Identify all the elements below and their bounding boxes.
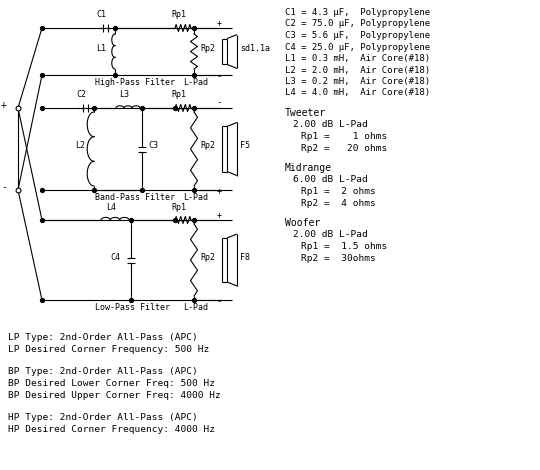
Text: L-Pad: L-Pad	[183, 193, 208, 202]
Text: F5: F5	[240, 141, 250, 150]
Text: -: -	[217, 298, 221, 306]
Text: Midrange: Midrange	[285, 163, 332, 173]
Text: Rp2: Rp2	[200, 44, 215, 53]
Text: Rp1: Rp1	[172, 10, 186, 19]
Text: L3 = 0.2 mH,  Air Core(#18): L3 = 0.2 mH, Air Core(#18)	[285, 77, 430, 86]
Text: F8: F8	[240, 252, 250, 261]
Text: BP Desired Lower Corner Freq: 500 Hz: BP Desired Lower Corner Freq: 500 Hz	[8, 379, 215, 388]
Text: BP Desired Upper Corner Freq: 4000 Hz: BP Desired Upper Corner Freq: 4000 Hz	[8, 391, 221, 400]
Text: LP Desired Corner Frequency: 500 Hz: LP Desired Corner Frequency: 500 Hz	[8, 345, 210, 353]
Text: L2: L2	[75, 141, 85, 150]
Text: 2.00 dB L-Pad: 2.00 dB L-Pad	[293, 120, 368, 129]
Text: C3: C3	[148, 141, 158, 150]
Text: Band-Pass Filter: Band-Pass Filter	[95, 193, 175, 202]
Text: High-Pass Filter: High-Pass Filter	[95, 78, 175, 87]
Text: BP Type: 2nd-Order All-Pass (APC): BP Type: 2nd-Order All-Pass (APC)	[8, 368, 198, 376]
Text: Rp2: Rp2	[200, 252, 215, 261]
Text: L2 = 2.0 mH,  Air Core(#18): L2 = 2.0 mH, Air Core(#18)	[285, 65, 430, 75]
Text: Rp1 =  2 ohms: Rp1 = 2 ohms	[301, 187, 376, 196]
Text: HP Desired Corner Frequency: 4000 Hz: HP Desired Corner Frequency: 4000 Hz	[8, 425, 215, 434]
Text: C1: C1	[96, 10, 106, 19]
Text: C1 = 4.3 μF,  Polypropylene: C1 = 4.3 μF, Polypropylene	[285, 8, 430, 17]
Text: C2 = 75.0 μF, Polypropylene: C2 = 75.0 μF, Polypropylene	[285, 19, 430, 29]
Text: L-Pad: L-Pad	[183, 303, 208, 312]
Text: Rp1: Rp1	[172, 90, 186, 99]
Text: 6.00 dB L-Pad: 6.00 dB L-Pad	[293, 175, 368, 184]
Text: Low-Pass Filter: Low-Pass Filter	[95, 303, 170, 312]
Text: L1 = 0.3 mH,  Air Core(#18): L1 = 0.3 mH, Air Core(#18)	[285, 54, 430, 63]
Text: L4: L4	[106, 203, 116, 212]
Text: Woofer: Woofer	[285, 218, 320, 228]
Text: Rp2 =  4 ohms: Rp2 = 4 ohms	[301, 199, 376, 208]
Text: C2: C2	[76, 90, 86, 99]
Text: +: +	[217, 188, 221, 196]
Text: L4 = 4.0 mH,  Air Core(#18): L4 = 4.0 mH, Air Core(#18)	[285, 88, 430, 97]
Text: -: -	[217, 72, 221, 81]
Text: Rp1 =  1.5 ohms: Rp1 = 1.5 ohms	[301, 242, 387, 251]
Text: Rp2: Rp2	[200, 141, 215, 150]
Text: Rp2 =  30ohms: Rp2 = 30ohms	[301, 254, 376, 263]
Text: -: -	[1, 182, 7, 192]
Text: sd1.1a: sd1.1a	[240, 44, 270, 53]
Text: L-Pad: L-Pad	[183, 78, 208, 87]
Text: C4 = 25.0 μF, Polypropylene: C4 = 25.0 μF, Polypropylene	[285, 42, 430, 52]
Text: -: -	[217, 99, 222, 108]
Text: Rp1 =    1 ohms: Rp1 = 1 ohms	[301, 132, 387, 141]
Text: Rp1: Rp1	[172, 203, 186, 212]
Text: LP Type: 2nd-Order All-Pass (APC): LP Type: 2nd-Order All-Pass (APC)	[8, 333, 198, 342]
Text: Rp2 =   20 ohms: Rp2 = 20 ohms	[301, 144, 387, 153]
Text: L1: L1	[96, 44, 106, 53]
Text: C4: C4	[110, 252, 120, 261]
Text: +: +	[217, 18, 221, 28]
Text: +: +	[217, 211, 221, 219]
Text: Tweeter: Tweeter	[285, 108, 326, 118]
Text: 2.00 dB L-Pad: 2.00 dB L-Pad	[293, 230, 368, 239]
Text: HP Type: 2nd-Order All-Pass (APC): HP Type: 2nd-Order All-Pass (APC)	[8, 414, 198, 423]
Text: +: +	[1, 100, 7, 110]
Text: L3: L3	[119, 90, 129, 99]
Text: C3 = 5.6 μF,  Polypropylene: C3 = 5.6 μF, Polypropylene	[285, 31, 430, 40]
